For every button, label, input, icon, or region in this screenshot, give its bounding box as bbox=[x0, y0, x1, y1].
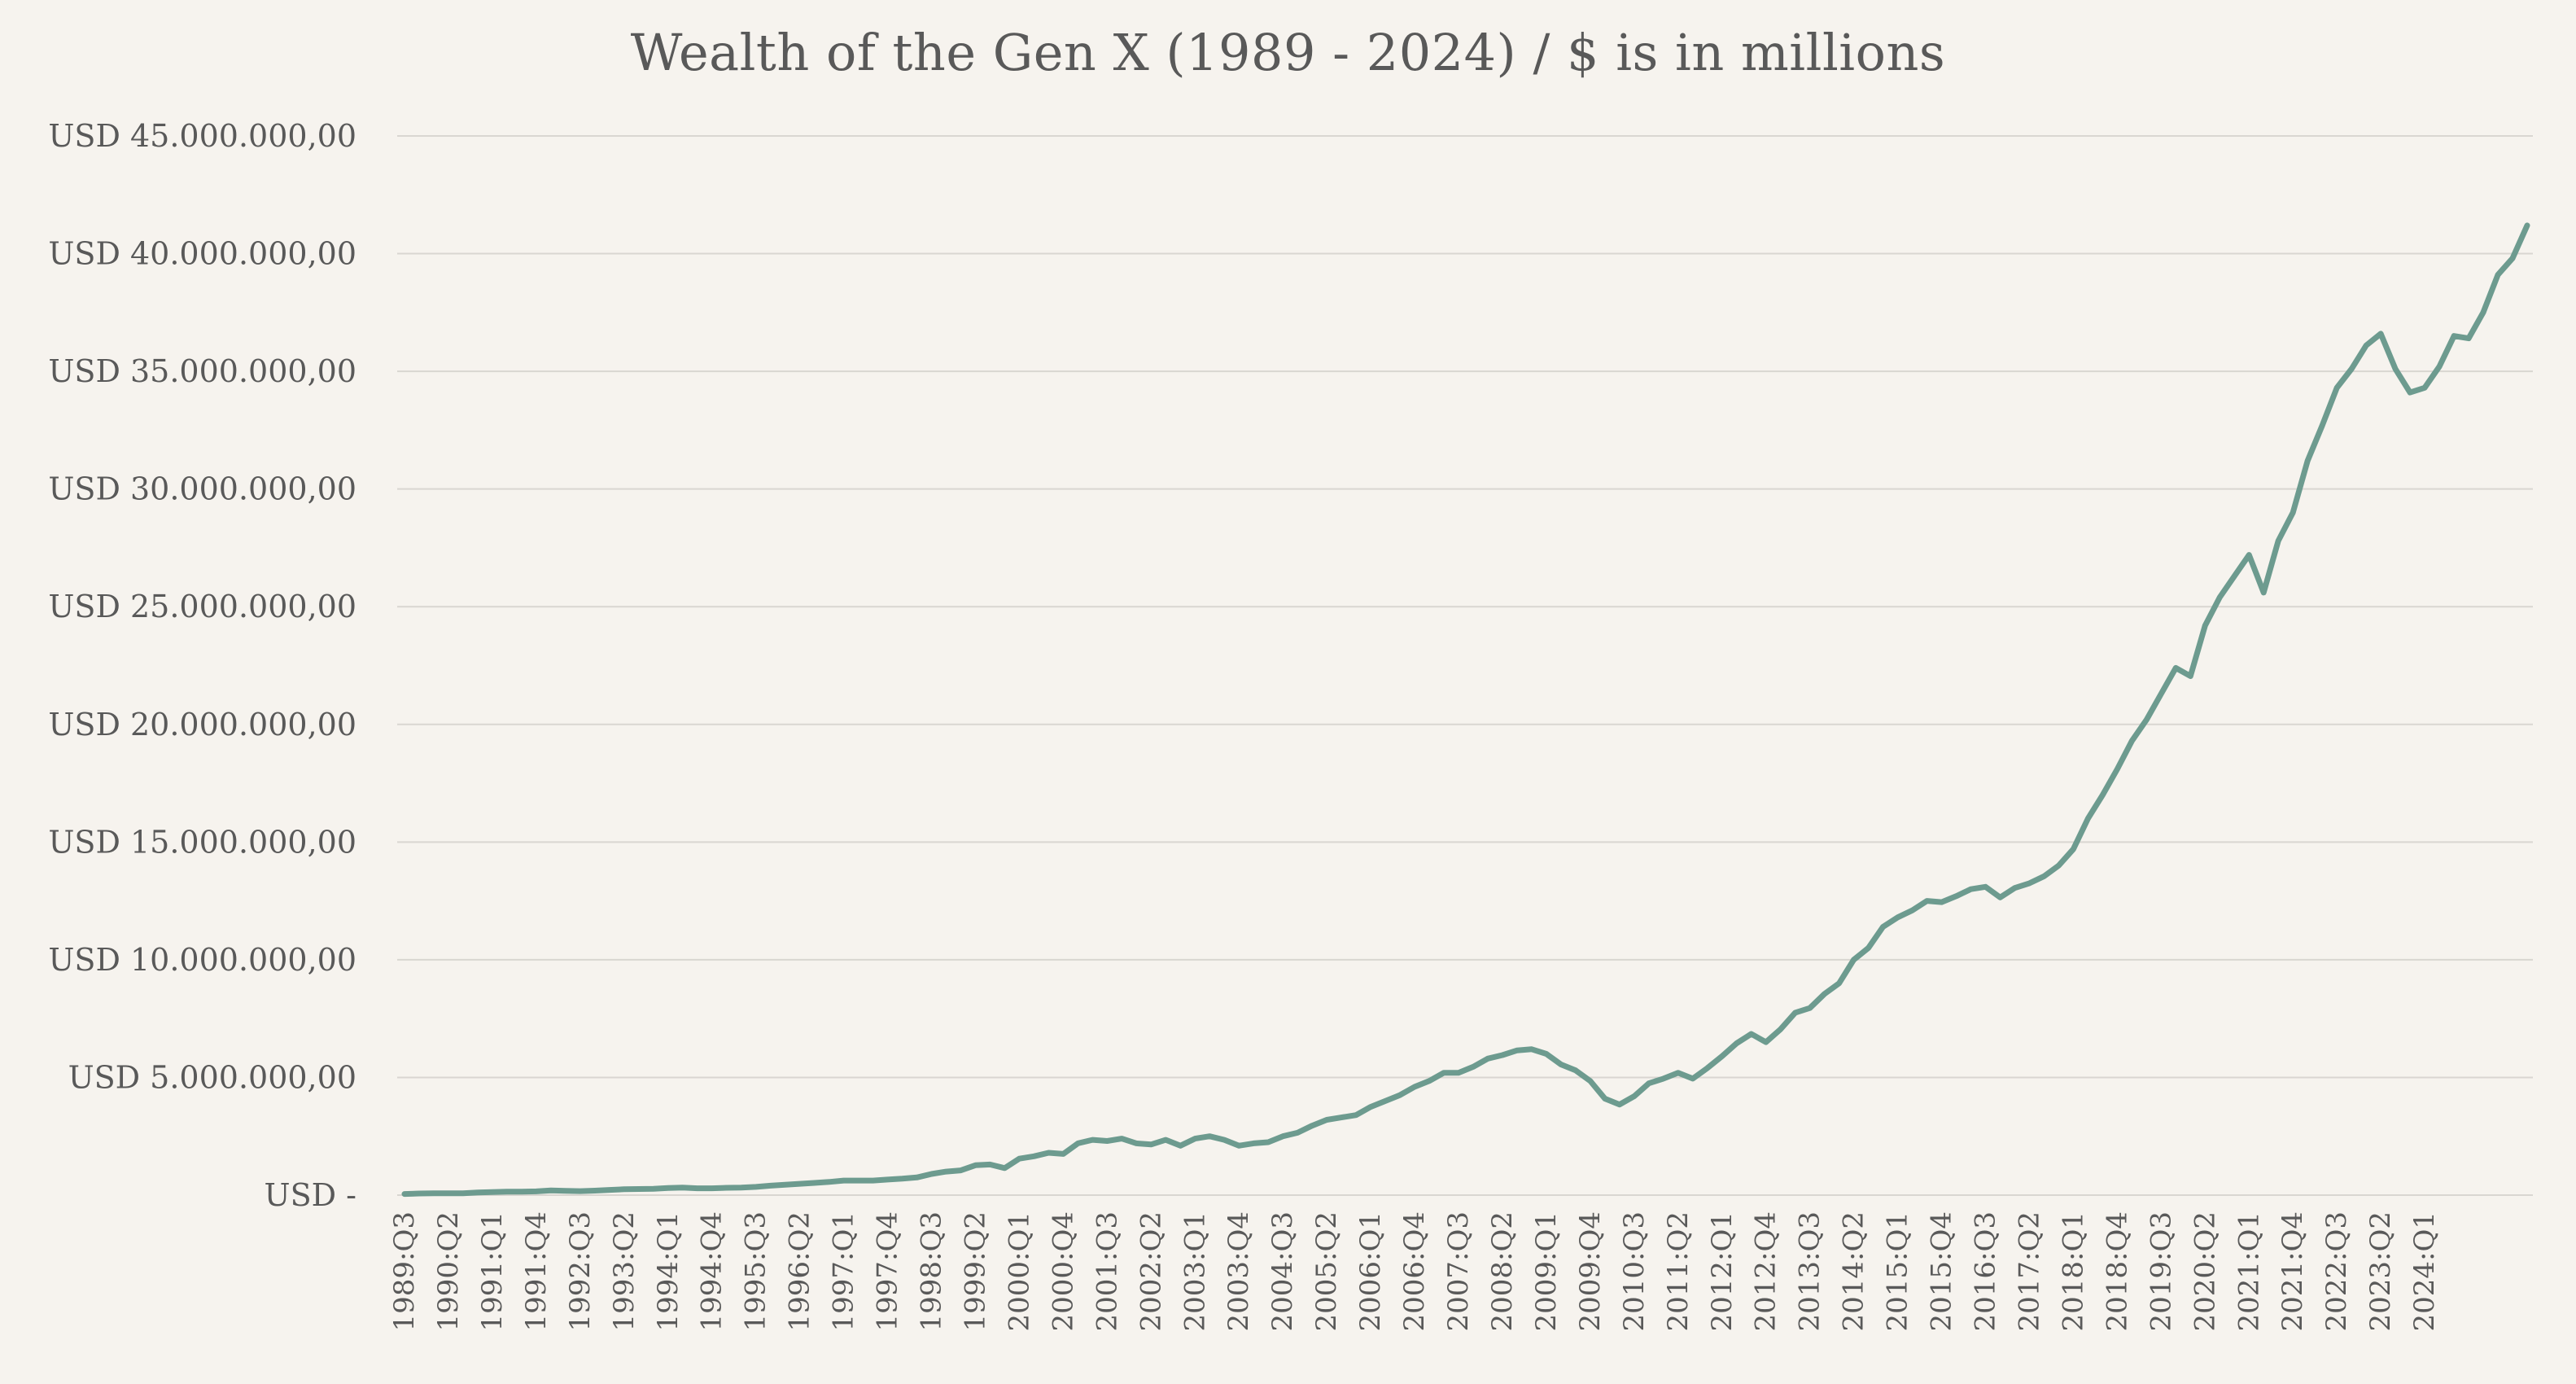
y-tick-label: USD 15.000.000,00 bbox=[48, 824, 356, 860]
x-tick-label: 1993:Q2 bbox=[608, 1211, 641, 1332]
x-tick-label: 2020:Q2 bbox=[2189, 1211, 2221, 1332]
series-line bbox=[401, 222, 2530, 1198]
x-tick-label: 2000:Q4 bbox=[1047, 1211, 1079, 1332]
gridlines bbox=[397, 135, 2533, 1196]
x-tick-label: 2005:Q2 bbox=[1310, 1211, 1343, 1332]
x-tick-label: 2007:Q3 bbox=[1442, 1211, 1475, 1332]
x-tick-label: 2006:Q4 bbox=[1398, 1211, 1431, 1332]
x-tick-label: 2002:Q2 bbox=[1135, 1211, 1167, 1332]
x-tick-label: 2004:Q3 bbox=[1266, 1211, 1299, 1332]
chart-title: Wealth of the Gen X (1989 - 2024) / $ is… bbox=[630, 23, 1946, 82]
x-tick-label: 2024:Q1 bbox=[2408, 1211, 2441, 1332]
x-tick-label: 2010:Q3 bbox=[1618, 1211, 1651, 1332]
x-tick-label: 1998:Q3 bbox=[916, 1211, 948, 1332]
x-tick-label: 1994:Q1 bbox=[652, 1211, 684, 1332]
x-tick-label: 1991:Q1 bbox=[476, 1211, 509, 1332]
x-tick-label: 2009:Q1 bbox=[1530, 1211, 1563, 1332]
x-tick-label: 1995:Q3 bbox=[740, 1211, 772, 1332]
x-tick-label: 2016:Q3 bbox=[1970, 1211, 2002, 1332]
x-tick-label: 2012:Q1 bbox=[1706, 1211, 1738, 1332]
x-tick-label: 1997:Q1 bbox=[828, 1211, 860, 1332]
x-tick-label: 2003:Q4 bbox=[1222, 1211, 1255, 1332]
x-tick-label: 1994:Q4 bbox=[696, 1211, 728, 1332]
x-tick-label: 2021:Q1 bbox=[2233, 1211, 2265, 1332]
y-tick-label: USD 10.000.000,00 bbox=[48, 942, 356, 978]
x-tick-label: 2019:Q3 bbox=[2145, 1211, 2177, 1332]
x-tick-label: 1992:Q3 bbox=[564, 1211, 597, 1332]
x-tick-label: 2011:Q2 bbox=[1662, 1211, 1695, 1332]
y-tick-label: USD 25.000.000,00 bbox=[48, 589, 356, 624]
x-axis-ticks: 1989:Q3 1990:Q2 1991:Q1 1991:Q4 1992:Q3 1993:… bbox=[388, 1211, 2441, 1332]
x-tick-label: 2006:Q1 bbox=[1354, 1211, 1387, 1332]
y-tick-label: USD 35.000.000,00 bbox=[48, 353, 356, 389]
y-axis-ticks: USD - USD 5.000.000,00 USD 10.000.000,00 US… bbox=[48, 118, 356, 1213]
x-tick-label: 1996:Q2 bbox=[784, 1211, 816, 1332]
x-tick-label: 1990:Q2 bbox=[432, 1211, 465, 1332]
x-tick-label: 2008:Q2 bbox=[1486, 1211, 1519, 1332]
x-tick-label: 2000:Q1 bbox=[1003, 1211, 1035, 1332]
x-tick-label: 2017:Q2 bbox=[2013, 1211, 2045, 1332]
x-tick-label: 2001:Q3 bbox=[1091, 1211, 1123, 1332]
series-layer bbox=[401, 222, 2530, 1198]
x-tick-label: 2023:Q2 bbox=[2364, 1211, 2397, 1332]
x-tick-label: 2015:Q4 bbox=[1926, 1211, 1958, 1332]
x-tick-label: 2012:Q4 bbox=[1750, 1211, 1782, 1332]
y-tick-label: USD 20.000.000,00 bbox=[48, 707, 356, 742]
x-tick-label: 2018:Q4 bbox=[2101, 1211, 2133, 1332]
y-tick-label: USD - bbox=[265, 1177, 356, 1213]
x-tick-label: 2013:Q3 bbox=[1794, 1211, 1826, 1332]
x-tick-label: 2015:Q1 bbox=[1882, 1211, 1914, 1332]
y-tick-label: USD 30.000.000,00 bbox=[48, 471, 356, 507]
x-tick-label: 2009:Q4 bbox=[1574, 1211, 1607, 1332]
y-tick-label: USD 45.000.000,00 bbox=[48, 118, 356, 154]
x-tick-label: 2018:Q1 bbox=[2057, 1211, 2089, 1332]
x-tick-label: 2022:Q3 bbox=[2320, 1211, 2353, 1332]
y-tick-label: USD 40.000.000,00 bbox=[48, 236, 356, 272]
x-tick-label: 1989:Q3 bbox=[388, 1211, 421, 1332]
x-tick-label: 1997:Q4 bbox=[872, 1211, 904, 1332]
x-tick-label: 1991:Q4 bbox=[520, 1211, 553, 1332]
y-tick-label: USD 5.000.000,00 bbox=[68, 1059, 356, 1095]
x-tick-label: 2003:Q1 bbox=[1179, 1211, 1211, 1332]
x-tick-label: 1999:Q2 bbox=[959, 1211, 991, 1332]
x-tick-label: 2021:Q4 bbox=[2276, 1211, 2309, 1332]
x-tick-label: 2014:Q2 bbox=[1838, 1211, 1870, 1332]
